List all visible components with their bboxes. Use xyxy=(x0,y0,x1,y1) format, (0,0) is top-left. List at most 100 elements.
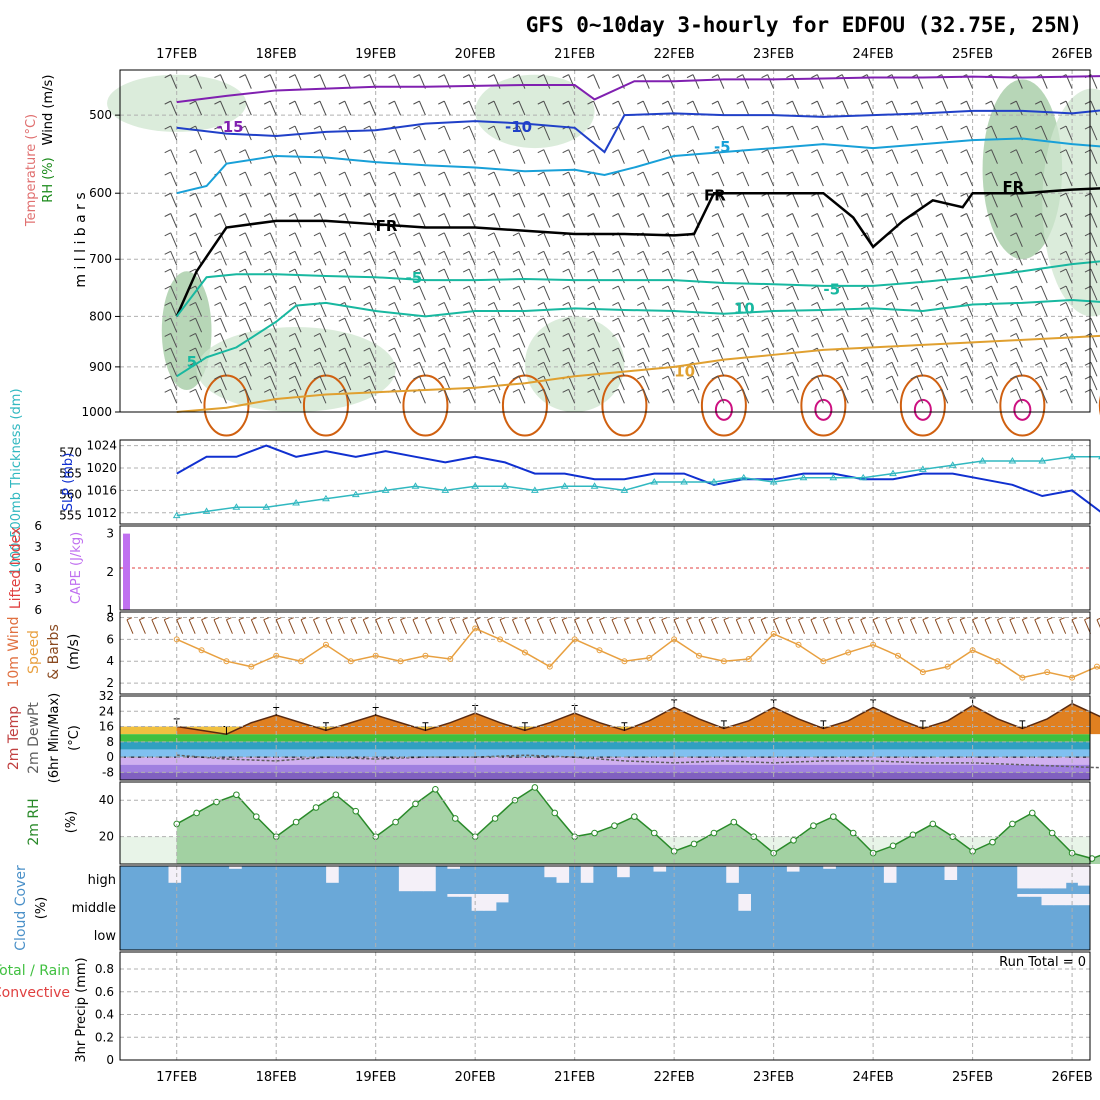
wind-speed-point xyxy=(646,654,653,661)
wind-barb xyxy=(860,317,874,333)
cloud-gap xyxy=(423,866,436,892)
bottom-date-label: 25FEB xyxy=(952,1070,993,1085)
top-date-label: 21FEB xyxy=(554,47,595,62)
wind10m-barb xyxy=(673,617,681,634)
wind-barb xyxy=(1084,317,1098,333)
contour-4 xyxy=(175,260,1100,318)
wind-barb xyxy=(313,388,327,404)
wind-barb xyxy=(637,388,650,404)
thickness-tick-label: 555 xyxy=(59,509,82,523)
wind-barb xyxy=(1059,232,1073,248)
temp-tick-label: 32 xyxy=(99,689,114,703)
wind-barb xyxy=(189,375,203,391)
cloud-gap xyxy=(1065,894,1079,906)
wind-barb xyxy=(438,317,451,333)
wind-barb xyxy=(388,100,402,116)
wind-barb xyxy=(860,213,874,228)
bottom-date-label: 22FEB xyxy=(654,1070,695,1085)
wind-barb xyxy=(836,375,849,391)
wind10m-axis-label-b-part: Speed xyxy=(26,630,42,674)
wind-barb xyxy=(1034,361,1048,377)
wind-speed-point xyxy=(497,636,504,643)
wind-barb xyxy=(786,347,799,363)
thickness-point xyxy=(202,507,211,514)
wind-barb xyxy=(1010,285,1023,301)
thickness-point xyxy=(799,473,808,481)
cloud-gap xyxy=(1029,866,1042,889)
wind-barb xyxy=(960,171,974,187)
wind-barb xyxy=(587,74,600,89)
cape-tick-label: 3 xyxy=(106,527,114,541)
bottom-date-label: 18FEB xyxy=(256,1070,297,1085)
wind-barb xyxy=(686,285,700,301)
slp-axis-label-part: SLP (mb) xyxy=(61,453,76,512)
wind-barb xyxy=(487,375,501,391)
wind-barb xyxy=(761,268,775,284)
wind-barb xyxy=(960,149,974,164)
wind-barb xyxy=(587,375,600,391)
contour-label: -15 xyxy=(217,118,244,136)
wind-barb xyxy=(711,100,725,116)
wind-barb xyxy=(736,317,750,333)
top-date-label: 18FEB xyxy=(256,47,297,62)
wind-barb xyxy=(736,361,750,377)
wind-speed-point xyxy=(745,656,752,663)
wind-barb xyxy=(512,213,526,228)
cape-tick-label: 2 xyxy=(106,565,114,579)
wind-barb xyxy=(164,347,178,363)
rh2m-axis-label-b-part: (%) xyxy=(64,811,79,834)
cloud-axis-label-b-part: (%) xyxy=(34,897,49,920)
wind-barb xyxy=(686,375,700,391)
wind-barb xyxy=(1059,171,1073,187)
bottom-date-label: 17FEB xyxy=(156,1070,197,1085)
rh-point xyxy=(491,815,499,822)
wind-barb xyxy=(313,361,327,377)
temp-area xyxy=(176,703,1100,735)
wind-barb xyxy=(363,268,377,284)
wind10m-barb xyxy=(648,617,656,634)
wind-barb xyxy=(487,100,501,116)
wind10m-barb xyxy=(424,617,432,634)
wind-barb xyxy=(164,125,178,141)
cape-li-frame xyxy=(119,525,1091,611)
wind-speed-point xyxy=(1044,669,1051,676)
wind-barb xyxy=(189,347,203,363)
wind-barb xyxy=(686,149,700,164)
dewpoint-line xyxy=(176,754,1100,769)
thickness-point xyxy=(710,478,718,485)
wind-speed-point xyxy=(198,647,205,654)
wind10m-barb xyxy=(860,617,868,634)
wind-barb xyxy=(313,332,327,348)
wind-barb xyxy=(462,301,476,317)
wind-barb xyxy=(960,361,974,377)
wind-barb xyxy=(1034,268,1048,284)
wind-barb xyxy=(388,192,402,208)
wind-barb xyxy=(761,301,775,317)
rh-point xyxy=(392,818,399,826)
thickness-point xyxy=(918,465,927,472)
wind-barb xyxy=(686,74,700,89)
wind-barb xyxy=(537,100,551,116)
temp-band xyxy=(120,772,1090,780)
wind-barb xyxy=(910,192,924,208)
thickness-point xyxy=(292,499,300,506)
wind-speed-point xyxy=(223,658,230,665)
wind-barb xyxy=(263,192,277,208)
wind-barb xyxy=(811,361,824,377)
thickness-point xyxy=(978,457,987,464)
wind-barb xyxy=(189,192,203,208)
wind-barb xyxy=(960,250,974,266)
wind-barb xyxy=(388,361,402,377)
cloud-row-label: low xyxy=(94,929,117,944)
wind-barb xyxy=(587,388,600,404)
thickness-line xyxy=(176,456,1100,517)
cloud-row-label: high xyxy=(88,873,116,888)
wind-barb xyxy=(661,125,675,141)
wind-barb xyxy=(263,171,277,187)
wind-barb xyxy=(612,171,625,187)
wind-barb xyxy=(288,317,302,333)
thickness-tick-label: 560 xyxy=(59,488,82,502)
wind-barb xyxy=(885,149,899,164)
